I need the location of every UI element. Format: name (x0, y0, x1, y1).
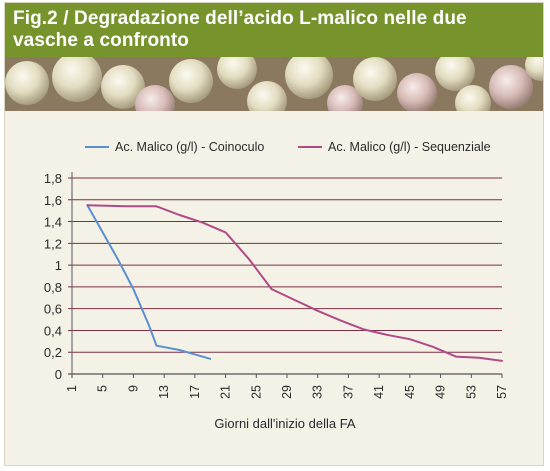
y-tick-label: 1,4 (44, 215, 62, 230)
x-axis-label: Giorni dall'inizio della FA (214, 416, 356, 431)
x-tick-label: 5 (96, 385, 110, 392)
y-tick-label: 0,6 (44, 302, 62, 317)
y-tick-label: 0,8 (44, 280, 62, 295)
y-tick-label: 0 (55, 367, 62, 382)
x-tick-label: 57 (495, 385, 509, 399)
x-tick-label: 1 (65, 385, 79, 392)
legend-label: Ac. Malico (g/l) - Sequenziale (328, 140, 491, 154)
line-chart: Ac. Malico (g/l) - Coinoculo Ac. Malico (… (44, 140, 509, 431)
x-tick-label: 37 (341, 385, 355, 399)
y-tick-label: 1,8 (44, 171, 62, 186)
figure-number: Fig.2 (13, 8, 58, 29)
chart-legend: Ac. Malico (g/l) - Coinoculo Ac. Malico (… (85, 140, 491, 154)
series-line-sequenziale (86, 204, 503, 362)
x-tick-label: 41 (372, 385, 386, 399)
chart-series (86, 204, 503, 362)
legend-label: Ac. Malico (g/l) - Coinoculo (115, 140, 264, 154)
y-axis-ticks: 0 0,2 0,4 0,6 0,8 1 1,2 1,4 1,6 1,8 (44, 171, 62, 382)
y-tick-label: 0,2 (44, 345, 62, 360)
x-tick-label: 45 (403, 385, 417, 399)
figure-panel: Fig.2 / Degradazione dell’acido L-malico… (4, 2, 544, 466)
x-tick-label: 17 (188, 385, 202, 399)
x-tick-label: 21 (219, 385, 233, 399)
x-tick-label: 33 (311, 385, 325, 399)
x-axis-ticks: 1 5 9 13 17 21 25 29 33 37 41 45 49 53 57 (65, 374, 509, 399)
figure-title: Fig.2 / Degradazione dell’acido L-malico… (5, 3, 543, 57)
figure-title-text: / Degradazione dell’acido L-malico nelle… (13, 8, 467, 51)
x-tick-label: 9 (126, 385, 140, 392)
chart-area: Ac. Malico (g/l) - Coinoculo Ac. Malico (… (5, 111, 543, 465)
y-tick-label: 0,4 (44, 323, 62, 338)
grape-berries (5, 57, 543, 111)
x-tick-label: 13 (157, 385, 171, 399)
grapes-photo-banner (5, 57, 543, 111)
y-tick-label: 1 (55, 258, 62, 273)
y-tick-label: 1,6 (44, 193, 62, 208)
grapes-image (5, 57, 543, 111)
x-tick-label: 29 (280, 385, 294, 399)
x-tick-label: 53 (464, 385, 478, 399)
chart-gridlines (68, 172, 502, 378)
x-tick-label: 25 (249, 385, 263, 399)
x-tick-label: 49 (434, 385, 448, 399)
series-line-coinoculo (86, 204, 212, 360)
y-tick-label: 1,2 (44, 236, 62, 251)
